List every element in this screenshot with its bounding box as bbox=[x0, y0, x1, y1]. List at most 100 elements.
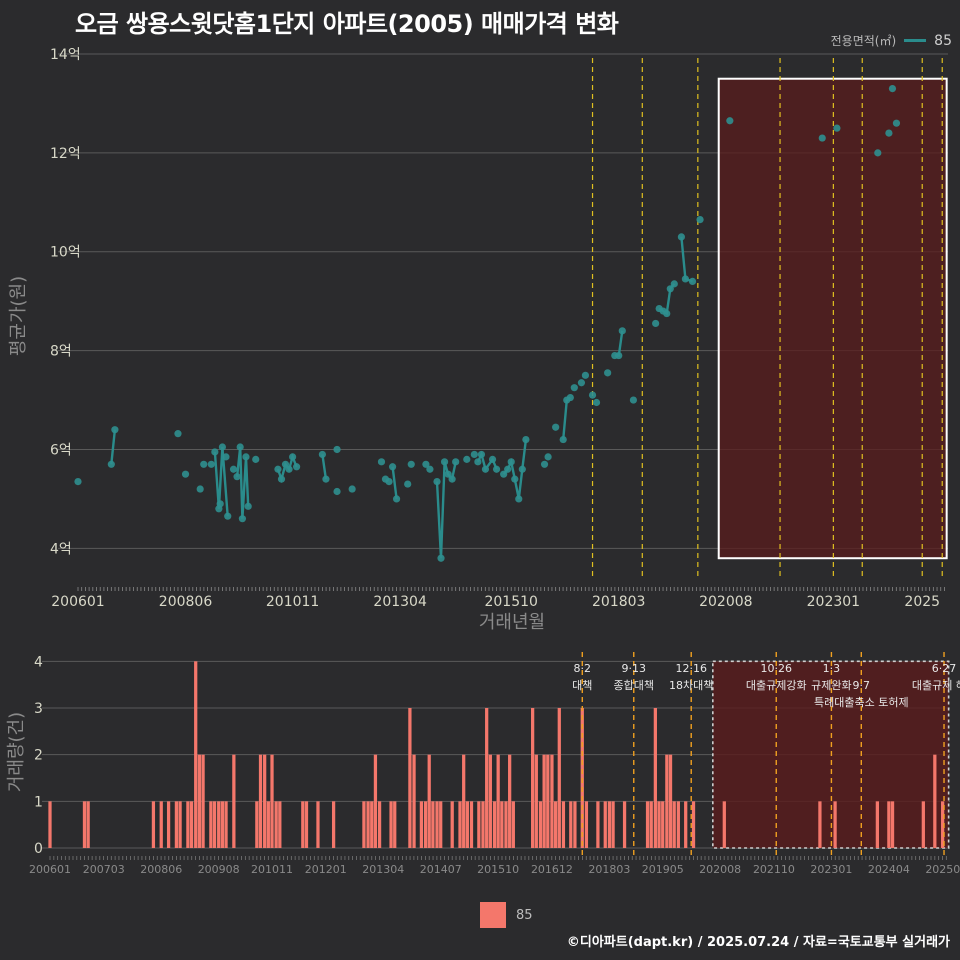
bar bbox=[301, 801, 305, 848]
bar bbox=[684, 801, 688, 848]
policy-date-label: 10·26 bbox=[761, 662, 793, 675]
bar bbox=[389, 801, 393, 848]
bar bbox=[538, 801, 543, 848]
data-point bbox=[477, 450, 486, 459]
bar bbox=[818, 801, 822, 848]
bar bbox=[174, 801, 179, 848]
data-point bbox=[544, 453, 552, 461]
highlight-region bbox=[717, 77, 948, 560]
bar bbox=[423, 801, 428, 848]
data-point bbox=[492, 465, 501, 473]
bar bbox=[435, 801, 439, 848]
bar bbox=[439, 801, 443, 848]
bar-y-tick-label: 4 bbox=[34, 654, 43, 670]
bar bbox=[492, 801, 497, 848]
bar bbox=[278, 801, 282, 848]
data-point bbox=[885, 129, 893, 137]
data-point bbox=[481, 465, 490, 473]
data-point bbox=[448, 475, 456, 483]
bar bbox=[722, 801, 726, 848]
bar bbox=[553, 801, 558, 848]
policy-date-label: 1·3 bbox=[823, 662, 841, 675]
bar bbox=[921, 801, 925, 848]
bar bbox=[550, 754, 554, 848]
policy-name-label: 특례대출축소 토허제 bbox=[814, 696, 909, 709]
chart-title: 오금 쌍용스윗닷홈1단지 아파트(2005) 매매가격 변화 bbox=[75, 10, 619, 38]
bar-x-tick-label: 200806 bbox=[140, 863, 182, 876]
bar bbox=[481, 801, 485, 848]
y-tick-label: 8억 bbox=[50, 344, 72, 360]
data-point bbox=[252, 455, 260, 463]
bar bbox=[875, 801, 880, 848]
bar-y-tick-label: 2 bbox=[34, 748, 43, 764]
data-point bbox=[559, 435, 567, 444]
data-point bbox=[385, 478, 393, 486]
data-point bbox=[285, 465, 293, 473]
data-point bbox=[507, 458, 515, 466]
bar bbox=[657, 801, 661, 848]
bar bbox=[622, 801, 627, 848]
bar bbox=[469, 801, 474, 848]
bar bbox=[450, 801, 454, 848]
bar-x-tick-label: 200601 bbox=[29, 863, 71, 876]
data-point bbox=[377, 458, 386, 466]
x-axis-title: 거래년월 bbox=[479, 612, 545, 633]
data-point bbox=[318, 450, 326, 459]
bar bbox=[596, 801, 600, 848]
policy-name-label: 종합대책 bbox=[614, 679, 654, 692]
data-point bbox=[222, 453, 230, 461]
bar bbox=[584, 801, 589, 848]
bar bbox=[645, 801, 650, 848]
bar bbox=[331, 801, 336, 848]
data-point bbox=[570, 384, 578, 392]
bar bbox=[557, 708, 561, 848]
data-point bbox=[452, 458, 460, 466]
bar bbox=[186, 801, 190, 848]
bar-x-tick-label: 200703 bbox=[83, 863, 125, 876]
bar-x-tick-label: 202301 bbox=[810, 863, 852, 876]
data-point bbox=[818, 134, 826, 142]
bar bbox=[603, 801, 607, 848]
data-point bbox=[888, 85, 897, 93]
x-tick-label: 200601 bbox=[51, 594, 104, 610]
bar bbox=[189, 801, 194, 848]
data-point bbox=[404, 480, 412, 488]
bar-x-tick-label: 202110 bbox=[753, 863, 795, 876]
bar bbox=[194, 661, 198, 848]
data-point bbox=[174, 430, 182, 438]
bar bbox=[197, 754, 202, 848]
bar bbox=[263, 754, 267, 848]
data-point bbox=[726, 117, 734, 125]
bar bbox=[542, 754, 546, 848]
data-point bbox=[681, 275, 690, 283]
data-point bbox=[277, 475, 286, 483]
bar bbox=[209, 801, 213, 848]
data-point bbox=[566, 393, 574, 402]
bar-x-tick-label: 200908 bbox=[198, 863, 240, 876]
policy-name-label: 대출규제강화 bbox=[746, 679, 807, 692]
series-line bbox=[562, 396, 571, 440]
policy-name-label: 대책 bbox=[572, 679, 592, 692]
legend-line-icon bbox=[904, 39, 927, 42]
data-point bbox=[470, 450, 478, 459]
bar bbox=[561, 801, 566, 848]
data-point bbox=[666, 285, 674, 293]
policy-date-label: 8·2 bbox=[574, 662, 592, 675]
data-point bbox=[207, 460, 215, 468]
legend-top: 전용면적(㎡) 85 bbox=[831, 32, 952, 49]
y-tick-label: 12억 bbox=[50, 146, 81, 162]
series-line bbox=[680, 236, 693, 283]
series-line bbox=[321, 454, 328, 480]
bar bbox=[611, 801, 615, 848]
data-point bbox=[229, 465, 238, 473]
bar bbox=[672, 801, 676, 848]
series-line bbox=[213, 446, 229, 517]
series-line bbox=[614, 330, 624, 357]
bar-x-tick-label: 201407 bbox=[420, 863, 462, 876]
bar bbox=[220, 801, 224, 848]
bar bbox=[665, 754, 669, 848]
data-point bbox=[426, 465, 434, 473]
data-point bbox=[181, 470, 190, 478]
bar-x-tick-label: 201905 bbox=[642, 863, 684, 876]
